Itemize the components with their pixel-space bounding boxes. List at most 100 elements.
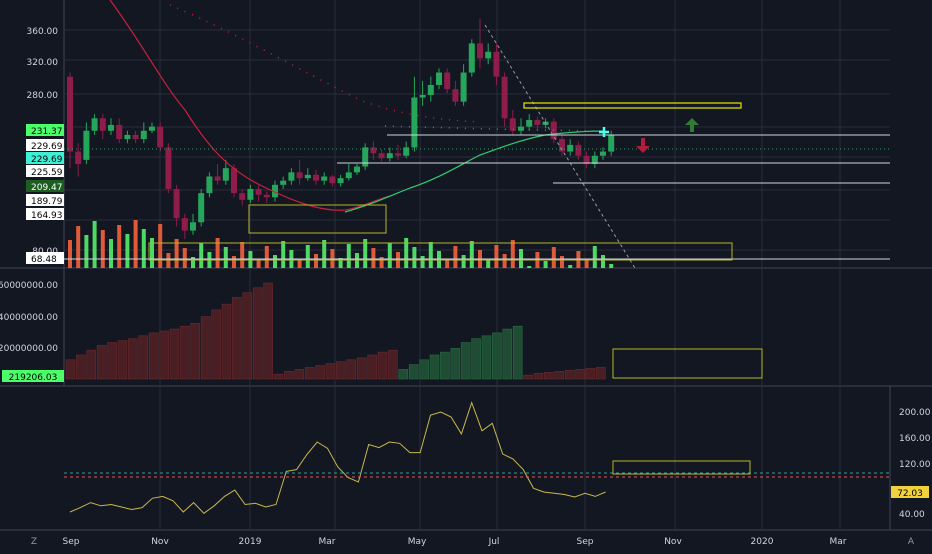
price-label: 229.69 xyxy=(31,155,63,165)
histogram-bar xyxy=(492,332,502,380)
candle-body xyxy=(181,218,188,231)
candle-body xyxy=(600,151,606,156)
volume-bar xyxy=(592,246,597,268)
volume-bar xyxy=(543,261,548,268)
histogram-bar xyxy=(325,363,336,380)
candle-body xyxy=(280,180,287,185)
candle-body xyxy=(436,72,442,86)
histogram-bar xyxy=(460,342,471,380)
volume-tick-label: 20000000.00 xyxy=(0,344,58,354)
oscillator-tick-label: 40.00 xyxy=(899,510,925,520)
candle-body xyxy=(222,168,229,181)
time-tick-label: 2020 xyxy=(751,537,774,547)
candle-body xyxy=(493,51,500,77)
volume-bar xyxy=(404,238,409,268)
histogram-bar xyxy=(398,369,409,380)
time-tick-label: Mar xyxy=(319,537,336,547)
volume-current-label: 219206.03 xyxy=(9,373,58,383)
histogram-bar xyxy=(596,367,606,380)
histogram-bar xyxy=(502,328,513,380)
candle-body xyxy=(288,172,295,181)
price-label: 164.93 xyxy=(31,211,63,221)
range-box xyxy=(248,204,387,234)
volume-bars xyxy=(68,220,614,268)
candle-body xyxy=(231,168,237,194)
volume-bar xyxy=(305,245,310,268)
histogram-bar xyxy=(533,372,544,380)
dotted-curve-red xyxy=(169,4,481,123)
projection-box xyxy=(612,348,763,379)
volume-bar xyxy=(141,229,146,268)
volume-bar xyxy=(232,256,236,268)
candle-body xyxy=(362,147,369,167)
histogram-bar xyxy=(263,282,273,380)
histogram-bar xyxy=(575,369,585,380)
volume-current-badge xyxy=(2,370,64,382)
volume-bar xyxy=(92,221,97,268)
volume-box xyxy=(148,242,733,261)
volume-bar xyxy=(527,266,532,268)
price-label-badge xyxy=(26,165,64,177)
auto-scale-icon: A xyxy=(908,537,915,547)
volume-bar xyxy=(494,245,499,268)
histogram-bar xyxy=(76,354,86,380)
candle-body xyxy=(460,72,467,102)
price-label: 209.47 xyxy=(31,183,63,193)
histogram-bar xyxy=(242,292,253,380)
volume-bar xyxy=(199,243,204,268)
volume-ma-pane xyxy=(65,282,763,380)
candles xyxy=(67,18,615,239)
volume-bar xyxy=(469,241,474,268)
candle-body xyxy=(337,178,344,184)
histogram-bar xyxy=(96,345,107,380)
histogram-bar xyxy=(221,303,232,380)
candle-body xyxy=(477,43,483,59)
candle-body xyxy=(354,166,360,173)
histogram-bar xyxy=(252,287,263,380)
candle-body xyxy=(296,172,303,179)
histogram-bar xyxy=(336,361,346,380)
histogram-bar xyxy=(554,371,565,380)
histogram-bar xyxy=(388,349,398,380)
histogram-bar xyxy=(304,367,315,380)
histogram-bar xyxy=(356,357,367,380)
volume-bar xyxy=(510,240,515,268)
oscillator-tick-label: 200.00 xyxy=(899,408,931,418)
volume-bar xyxy=(322,240,327,268)
histogram-bar xyxy=(138,335,149,380)
zoom-icon: Z xyxy=(31,537,37,547)
price-label-badge xyxy=(26,139,64,151)
histogram-bar xyxy=(408,364,419,380)
candle-body xyxy=(567,144,574,152)
histogram-bar xyxy=(200,316,211,380)
histogram-bar xyxy=(294,369,305,380)
volume-bar xyxy=(68,240,72,268)
price-label: 68.48 xyxy=(31,255,57,265)
candle-body xyxy=(608,134,615,152)
candle-body xyxy=(485,51,492,59)
candle-body xyxy=(427,85,434,95)
volume-bar xyxy=(387,243,392,268)
oscillator-line xyxy=(69,401,606,514)
histogram-bar xyxy=(367,354,377,380)
volume-bar xyxy=(453,246,458,268)
volume-bar xyxy=(346,244,351,268)
candle-body xyxy=(501,76,508,119)
time-tick-label: 2019 xyxy=(239,537,262,547)
candle-body xyxy=(91,118,98,131)
volume-bar xyxy=(109,239,113,268)
oscillator-tick-label: 160.00 xyxy=(899,434,931,444)
oscillator-current-badge xyxy=(891,486,929,498)
candle-body xyxy=(67,76,73,152)
histogram-bar xyxy=(284,371,294,380)
histogram-bar xyxy=(544,371,554,380)
volume-bar xyxy=(158,224,163,268)
crosshair-icon xyxy=(599,127,609,137)
price-tick-label: 280.00 xyxy=(27,91,59,101)
histogram-bar xyxy=(273,373,284,380)
oscillator-pane xyxy=(64,401,890,514)
price-label: 229.69 xyxy=(31,142,63,152)
histogram-bar xyxy=(377,351,388,380)
